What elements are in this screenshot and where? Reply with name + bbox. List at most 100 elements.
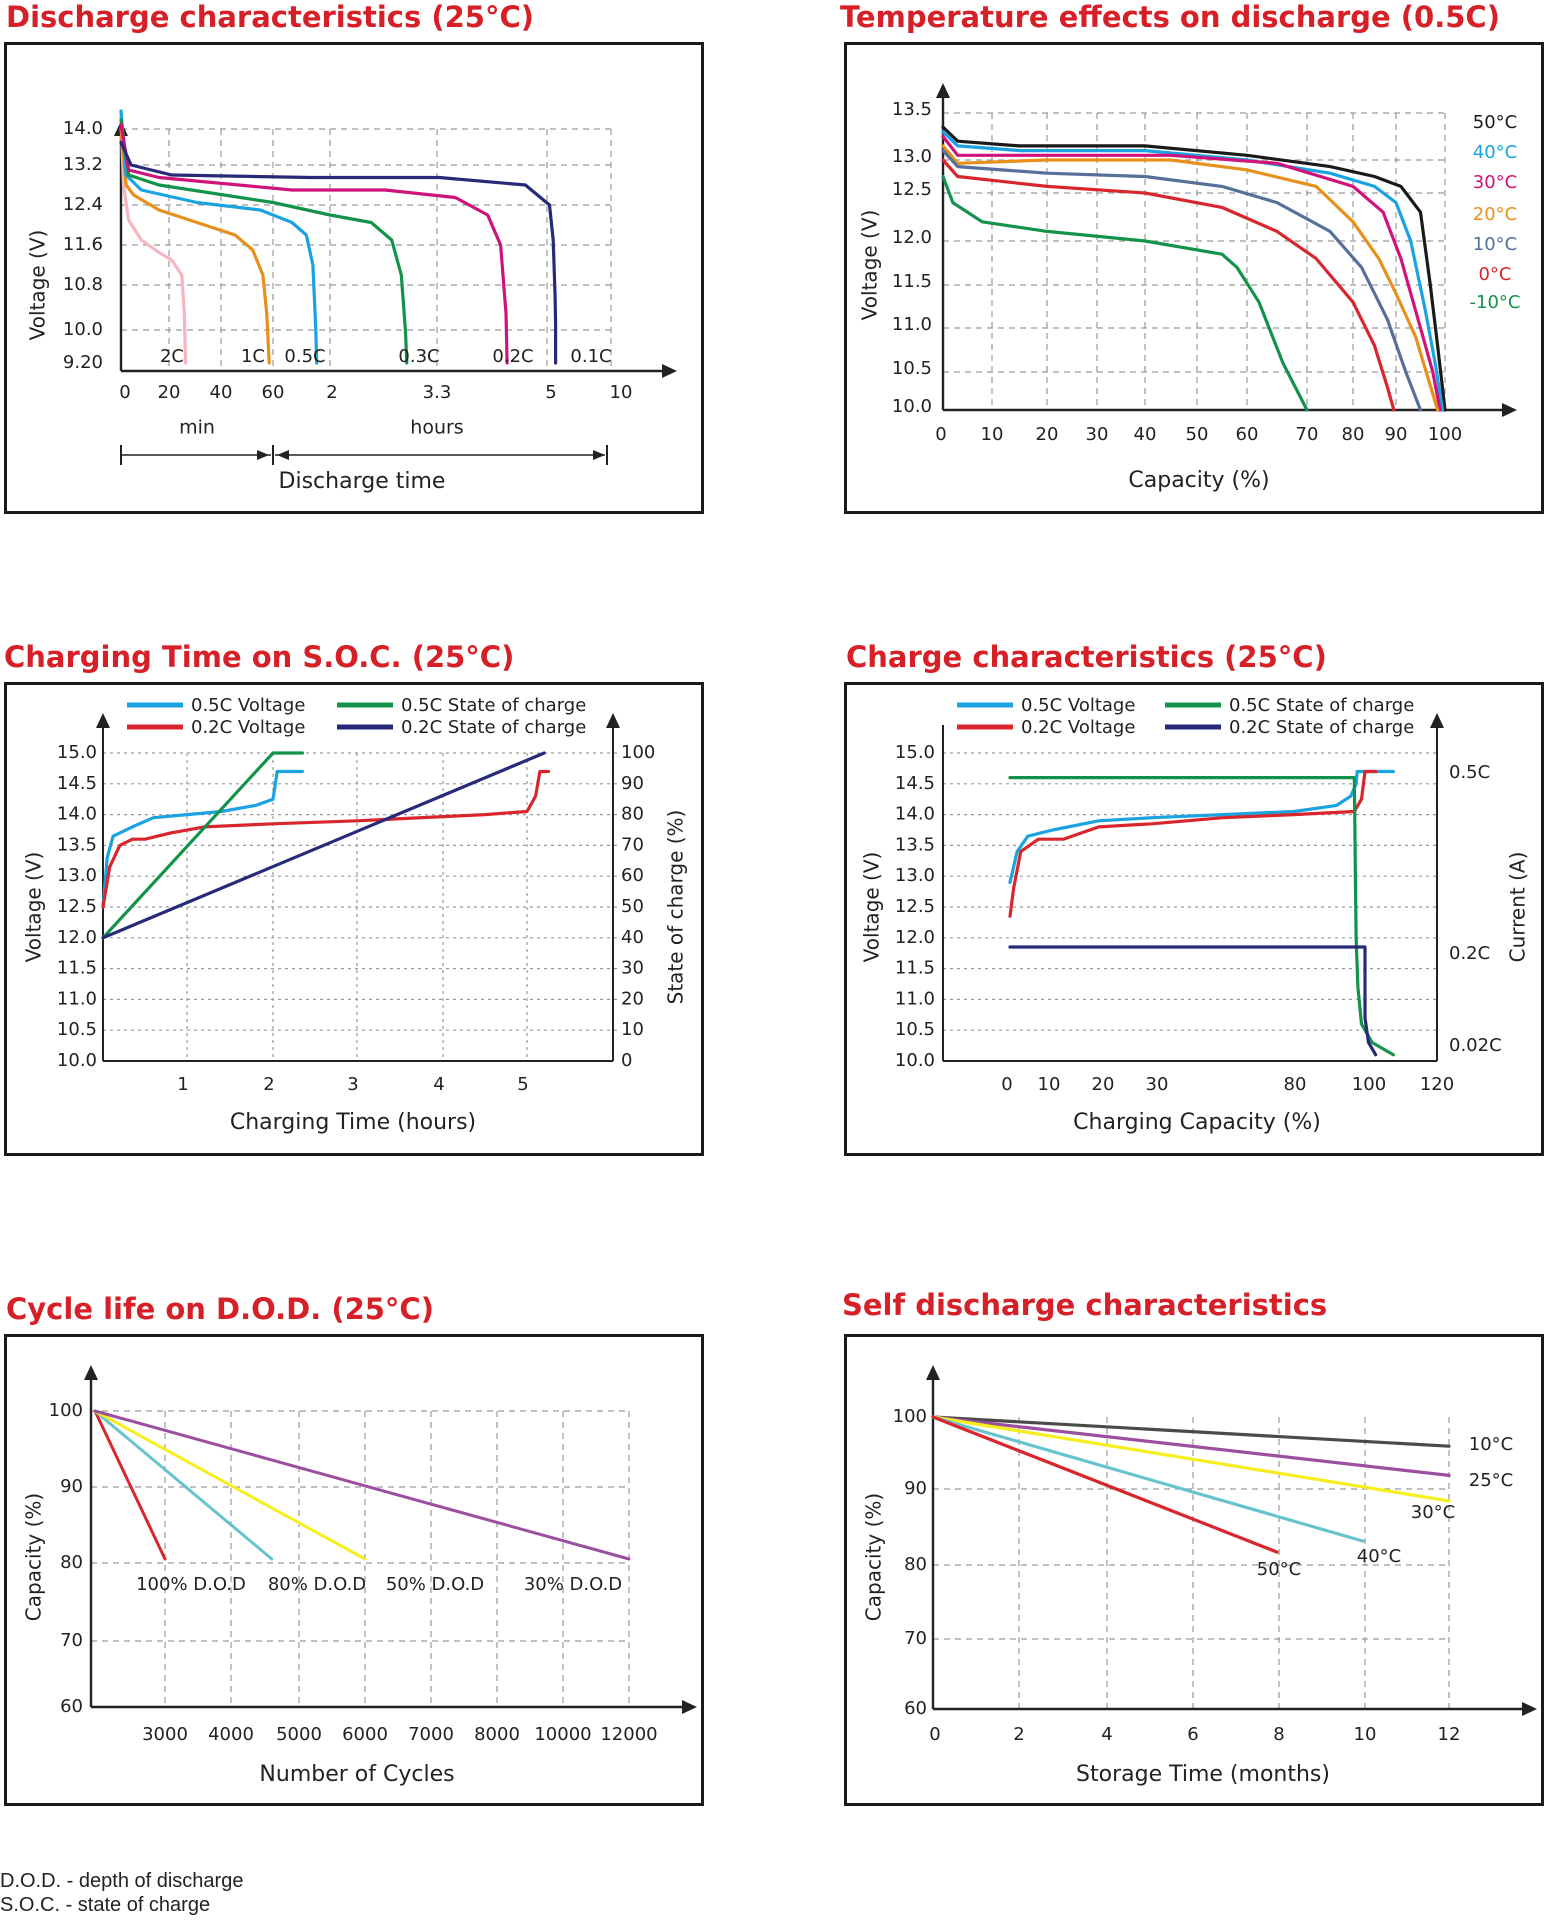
y-tick-label: 10.0 [892, 396, 932, 417]
series-line-0.2C [119, 122, 509, 365]
series-label: 1C [241, 346, 265, 367]
y2-axis-label: State of charge (%) [664, 810, 688, 1005]
y2-axis-label: Current (A) [1506, 852, 1530, 963]
series-line-50% D.O.D [93, 1409, 367, 1561]
x-tick-label: 20 [158, 382, 181, 403]
bracket-arrow [593, 450, 605, 460]
x-tick-label: 20 [1036, 424, 1059, 445]
series-line-1C [119, 127, 271, 365]
y-tick-label: 80 [904, 1554, 927, 1575]
y-axis-arrow [936, 83, 950, 98]
y-tick-label: 13.2 [63, 154, 103, 175]
series-line-0.5C State of charge [1008, 775, 1396, 1057]
x-tick-label: 2 [326, 382, 337, 403]
x-tick-label: 0 [119, 382, 130, 403]
y-tick-label: 90 [904, 1478, 927, 1499]
x-tick-label: 6 [1187, 1724, 1198, 1745]
y-tick-label: 12.4 [63, 194, 103, 215]
x-axis-arrow [682, 1700, 697, 1714]
series-line-0.5C Voltage [101, 769, 304, 909]
series-label: 0.3C [398, 346, 439, 367]
series-label: 30% D.O.D [524, 1574, 622, 1595]
x-axis-label: Storage Time (months) [1076, 1762, 1330, 1787]
x-tick-label: 10000 [534, 1724, 591, 1745]
y-tick-label: 60 [904, 1698, 927, 1719]
y-tick-label: 12.5 [895, 896, 935, 917]
y-tick-label: 13.0 [892, 146, 932, 167]
chart-title: Charge characteristics (25°C) [846, 640, 1327, 674]
series-label: 25°C [1469, 1470, 1513, 1491]
y-tick-label: 11.5 [895, 958, 935, 979]
x-tick-label: 4000 [208, 1724, 254, 1745]
y-tick-label: 11.0 [895, 988, 935, 1009]
discharge-chart-panel: 14.0 13.2 12.4 11.6 10.8 10.0 9.20 0 20 40 60 2 3.3 5… [4, 42, 704, 514]
series-label: 100% D.O.D [136, 1574, 246, 1595]
x-tick-label: 50 [1186, 424, 1209, 445]
legend-entry: 0.5C State of charge [1229, 695, 1414, 716]
y-tick-label: 10.5 [895, 1019, 935, 1040]
y-tick-label: 12.5 [57, 896, 97, 917]
series-line-40°C [931, 1415, 1365, 1543]
series-line-20°C [941, 144, 1440, 412]
series-label: 10°C [1469, 1434, 1513, 1455]
legend-entry: 10°C [1473, 234, 1517, 255]
self-discharge-chart-panel: 100 90 80 70 60 0 2 4 6 8 10 12 Capacity (%) Storage … [844, 1334, 1544, 1806]
x-tick-label: 3000 [142, 1724, 188, 1745]
series-line-0°C [941, 158, 1396, 412]
legend-entry: 20°C [1473, 204, 1517, 225]
y-tick-label: 14.5 [895, 773, 935, 794]
x-tick-label: 2 [1013, 1724, 1024, 1745]
y-tick-label: 12.0 [892, 227, 932, 248]
y-axis-arrow [84, 1365, 98, 1380]
x-tick-label: 10 [981, 424, 1004, 445]
series-label: 0.1C [570, 346, 611, 367]
series-label: 0.5C [284, 346, 325, 367]
x-tick-label: 10 [1354, 1724, 1377, 1745]
y2-tick-label: 40 [621, 927, 644, 948]
discharge-chart: 14.0 13.2 12.4 11.6 10.8 10.0 9.20 0 20 40 60 2 3.3 5… [26, 109, 677, 494]
series-line-0.2C State of charge [101, 751, 546, 940]
y2-tick-label: 0 [621, 1050, 632, 1071]
series-label: 50°C [1257, 1559, 1301, 1580]
legend-entry: 0°C [1478, 264, 1511, 285]
x-axis-label: Discharge time [279, 469, 446, 494]
series-line-10°C [931, 1415, 1451, 1448]
x-tick-label: 6000 [342, 1724, 388, 1745]
y-tick-label: 14.5 [57, 773, 97, 794]
legend-entry: 40°C [1473, 142, 1517, 163]
x-tick-label: 120 [1420, 1074, 1454, 1095]
y-axis-arrow [96, 713, 110, 728]
x-tick-label: 80 [1342, 424, 1365, 445]
x-tick-label: 0 [1001, 1074, 1012, 1095]
y2-tick-label: 60 [621, 865, 644, 886]
x-tick-label: 7000 [408, 1724, 454, 1745]
legend-entry: 50°C [1473, 112, 1517, 133]
y2-tick-label: 100 [621, 742, 655, 763]
y2-tick-label: 10 [621, 1019, 644, 1040]
y-tick-label: 13.5 [892, 99, 932, 120]
y-tick-label: 100 [893, 1406, 927, 1427]
y-tick-label: 80 [60, 1552, 83, 1573]
y2-tick-label: 0.2C [1449, 943, 1490, 964]
y-tick-label: 13.5 [895, 834, 935, 855]
series-line-0.5C State of charge [101, 751, 304, 940]
footnote-soc: S.O.C. - state of charge [0, 1894, 211, 1916]
y-tick-label: 90 [60, 1476, 83, 1497]
temperature-chart: 13.5 13.0 12.5 12.0 11.5 11.0 10.5 10.00 10 20 30 4… [858, 83, 1520, 493]
x-unit-label: hours [410, 417, 463, 439]
y-tick-label: 11.5 [57, 958, 97, 979]
x-axis-label: Charging Time (hours) [230, 1110, 476, 1135]
series-line-40°C [941, 130, 1445, 412]
x-tick-label: 8000 [474, 1724, 520, 1745]
x-tick-label: 1 [177, 1074, 188, 1095]
y-tick-label: 12.5 [892, 179, 932, 200]
y-tick-label: 10.0 [63, 319, 103, 340]
series-line-0.1C [119, 140, 558, 365]
y2-tick-label: 50 [621, 896, 644, 917]
y2-tick-label: 70 [621, 834, 644, 855]
series-line-0.3C [119, 118, 409, 365]
y-axis-label: Capacity (%) [22, 1493, 46, 1621]
y-tick-label: 13.5 [57, 834, 97, 855]
series-line-0.2C Voltage [101, 769, 551, 909]
y-tick-label: 11.0 [892, 314, 932, 335]
